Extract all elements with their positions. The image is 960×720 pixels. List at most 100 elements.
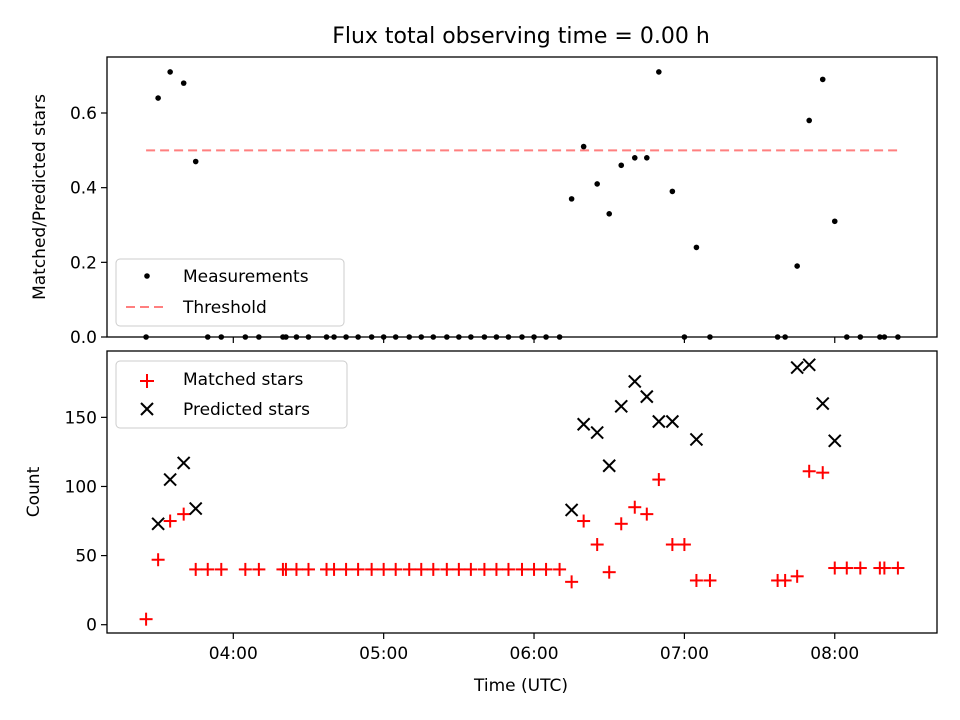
matched-star-point xyxy=(301,562,315,576)
matched-star-point xyxy=(327,562,341,576)
top-y-tick-label: 0.2 xyxy=(70,253,97,273)
bottom-y-tick-label: 50 xyxy=(75,547,97,567)
measurement-point xyxy=(631,155,638,161)
x-axis-label: Time (UTC) xyxy=(473,676,568,696)
top-y-axis-label: Matched/Predicted stars xyxy=(30,94,50,300)
matched-star-point xyxy=(565,575,579,589)
matched-star-point xyxy=(189,562,203,576)
predicted-star-point xyxy=(163,472,177,487)
predicted-star-point xyxy=(816,396,830,411)
measurement-point xyxy=(167,69,173,75)
x-tick-label: 07:00 xyxy=(660,644,709,664)
predicted-star-point xyxy=(665,414,680,429)
legend-predicted-label: Predicted stars xyxy=(183,400,310,420)
matched-star-point xyxy=(177,507,191,521)
matched-star-point xyxy=(677,538,691,552)
predicted-star-point xyxy=(564,503,579,517)
bottom-y-ticks: 0 50 100 150 xyxy=(65,408,107,636)
matched-star-point xyxy=(828,561,842,575)
matched-star-points xyxy=(139,464,905,626)
predicted-star-point xyxy=(576,417,591,431)
legend-predicted-marker xyxy=(140,402,154,416)
bottom-x-ticks: 04:00 05:00 06:00 07:00 08:00 xyxy=(209,633,859,664)
top-legend-box xyxy=(115,258,345,327)
matched-star-point xyxy=(163,514,177,528)
matched-star-point xyxy=(214,562,228,576)
matched-star-point xyxy=(289,562,303,576)
matched-star-point xyxy=(452,562,466,576)
predicted-star-point xyxy=(689,432,704,447)
matched-star-point xyxy=(665,538,679,552)
matched-star-point xyxy=(891,561,905,575)
predicted-star-point xyxy=(802,358,816,372)
legend-measurements-marker xyxy=(144,273,150,279)
matched-star-point xyxy=(414,562,428,576)
matched-star-point xyxy=(816,466,830,480)
matched-star-point xyxy=(238,562,252,576)
legend-threshold-label: Threshold xyxy=(182,298,267,318)
matched-star-point xyxy=(151,553,165,567)
x-tick-label: 06:00 xyxy=(510,644,559,664)
matched-star-point xyxy=(539,562,553,576)
bottom-y-tick-label: 100 xyxy=(65,477,97,497)
x-tick-label: 08:00 xyxy=(810,644,859,664)
matched-star-point xyxy=(477,562,491,576)
measurement-point xyxy=(644,155,650,161)
top-y-tick-label: 0.4 xyxy=(70,179,97,199)
predicted-star-point xyxy=(652,414,666,429)
bottom-legend: Matched stars Predicted stars xyxy=(115,360,348,429)
legend-measurements-label: Measurements xyxy=(183,267,309,287)
matched-star-point xyxy=(339,562,353,576)
measurement-point xyxy=(606,211,613,217)
matched-star-point xyxy=(614,517,628,531)
predicted-star-point xyxy=(828,434,842,448)
matched-star-point xyxy=(790,569,804,583)
top-legend: Measurements Threshold xyxy=(115,258,345,327)
top-y-tick-label: 0.0 xyxy=(70,328,97,348)
measurement-point xyxy=(806,117,812,124)
measurement-point xyxy=(693,244,700,251)
predicted-star-point xyxy=(151,517,165,531)
matched-star-point xyxy=(139,612,153,626)
matched-star-point xyxy=(652,473,666,487)
measurement-point xyxy=(831,218,838,225)
matched-star-point xyxy=(252,562,266,576)
top-y-tick-label: 0.6 xyxy=(70,104,97,124)
matched-star-point xyxy=(489,562,503,576)
matched-star-point xyxy=(602,565,616,579)
top-plot-frame xyxy=(106,56,938,338)
predicted-star-point xyxy=(602,459,616,473)
bottom-legend-box xyxy=(115,360,348,429)
bottom-y-tick-label: 150 xyxy=(65,408,97,428)
measurement-point xyxy=(794,263,800,269)
top-panel: 0.0 0.2 0.4 0.6 Matched/Predicted stars Mea… xyxy=(30,56,938,348)
matched-star-point xyxy=(440,562,454,576)
measurement-point xyxy=(580,143,587,150)
measurement-point xyxy=(819,76,826,83)
bottom-y-tick-label: 0 xyxy=(86,616,97,636)
matched-star-point xyxy=(840,561,854,575)
measurement-point xyxy=(669,188,676,195)
matched-star-point xyxy=(365,562,379,576)
measurement-point xyxy=(656,69,662,75)
predicted-star-point xyxy=(628,374,642,389)
legend-matched-marker xyxy=(140,374,154,388)
matched-star-point xyxy=(515,562,529,576)
matched-star-point xyxy=(201,562,215,576)
matched-star-point xyxy=(802,464,816,478)
predicted-star-point xyxy=(176,456,191,470)
matched-star-point xyxy=(553,562,567,576)
predicted-star-point xyxy=(590,425,604,440)
chart-title: Flux total observing time = 0.00 h xyxy=(332,24,710,49)
bottom-plot-frame xyxy=(106,350,938,634)
bottom-y-axis-label: Count xyxy=(24,466,44,517)
x-tick-label: 05:00 xyxy=(359,644,408,664)
legend-matched-label: Matched stars xyxy=(183,370,303,390)
predicted-star-point xyxy=(640,389,654,404)
matched-star-point xyxy=(877,561,891,575)
matched-star-point xyxy=(501,562,515,576)
predicted-star-point xyxy=(790,360,804,375)
top-y-ticks: 0.0 0.2 0.4 0.6 xyxy=(70,104,107,348)
predicted-star-point xyxy=(189,501,203,516)
matched-star-point xyxy=(640,507,654,521)
